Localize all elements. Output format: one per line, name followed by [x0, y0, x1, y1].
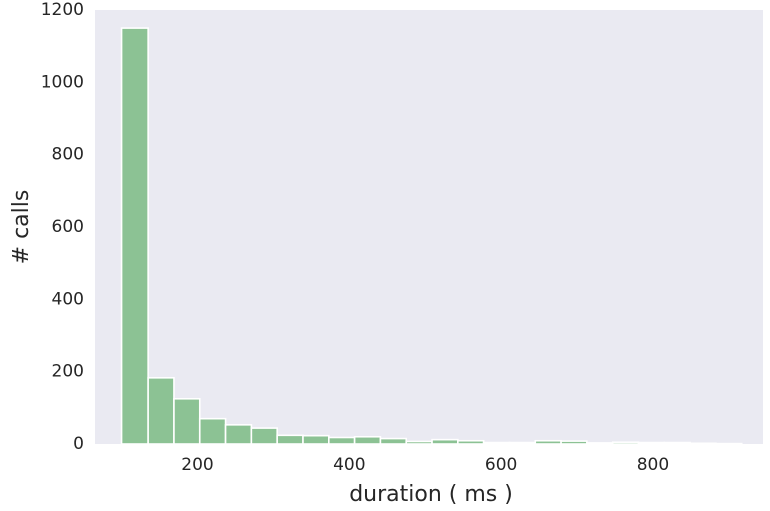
histogram-bar-20 — [637, 441, 666, 445]
y-tick-label: 200 — [52, 362, 84, 382]
y-tick-label: 1200 — [41, 0, 84, 20]
y-tick-label: 400 — [52, 289, 84, 309]
y-axis-ticks: 0 200 400 600 800 1000 1200 — [41, 0, 84, 454]
histogram-bar-21 — [663, 441, 691, 445]
histogram-bar-15 — [508, 441, 537, 445]
y-tick-label: 1000 — [41, 72, 84, 92]
plot-background — [95, 10, 763, 444]
histogram-bar-11 — [405, 440, 433, 445]
y-tick-label: 0 — [73, 434, 84, 454]
x-tick-label: 400 — [333, 455, 365, 475]
histogram-bar-9 — [353, 435, 382, 445]
y-tick-label: 800 — [52, 145, 84, 165]
histogram-bar-14 — [482, 441, 511, 445]
histogram-bar-12 — [431, 438, 459, 445]
y-axis-title: # calls — [9, 190, 34, 265]
histogram-bar-4 — [224, 424, 253, 445]
histogram-bar-2 — [173, 397, 201, 445]
histogram-bar-13 — [457, 439, 485, 445]
histogram-bar-0 — [120, 27, 149, 445]
histogram-bar-17 — [560, 440, 588, 445]
histogram-bar-1 — [147, 377, 175, 445]
histogram-bar-7 — [302, 434, 330, 445]
histogram-bar-22 — [689, 442, 717, 445]
histogram-bar-16 — [534, 439, 562, 445]
histogram-bar-19 — [611, 441, 640, 445]
x-axis-title: duration ( ms ) — [349, 482, 513, 507]
histogram-bar-18 — [586, 442, 614, 445]
histogram-bar-3 — [198, 417, 227, 445]
histogram-bar-10 — [379, 437, 408, 445]
histogram-bar-5 — [250, 427, 278, 445]
x-tick-label: 800 — [637, 455, 669, 475]
histogram-bar-8 — [327, 436, 356, 445]
y-tick-label: 600 — [52, 217, 84, 237]
x-tick-label: 600 — [485, 455, 517, 475]
x-axis-ticks: 200 400 600 800 — [181, 455, 669, 475]
bars-group — [120, 27, 743, 445]
x-tick-label: 200 — [181, 455, 213, 475]
histogram-bar-6 — [276, 434, 304, 445]
